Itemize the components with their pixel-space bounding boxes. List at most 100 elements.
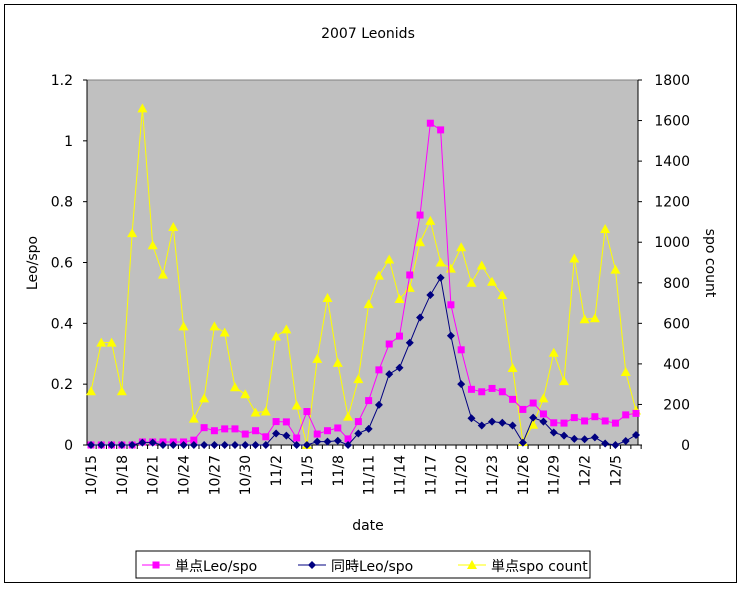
y-right-tick-label: 1000: [654, 235, 690, 251]
x-tick-label: 10/15: [84, 455, 100, 495]
data-point: [559, 376, 570, 386]
data-point: [137, 103, 148, 113]
x-tick-label: 11/26: [516, 455, 532, 495]
x-tick-label: 11/11: [362, 455, 378, 495]
data-point: [548, 347, 559, 357]
data-point: [457, 380, 466, 389]
data-point: [200, 441, 209, 449]
data-point: [364, 424, 373, 433]
data-point: [467, 385, 475, 393]
x-tick-label: 11/17: [423, 455, 439, 495]
data-point: [272, 429, 281, 438]
data-point: [539, 410, 547, 418]
data-point: [262, 433, 270, 441]
legend-label: 同時Leo/spo: [331, 559, 413, 575]
data-point: [395, 363, 404, 372]
chart-border: [4, 4, 737, 583]
data-point: [570, 434, 579, 443]
y-left-tick-label: 1.2: [51, 73, 73, 89]
data-point: [260, 406, 271, 416]
data-point: [437, 126, 445, 134]
data-point: [456, 242, 467, 252]
data-point: [96, 337, 107, 347]
y-right-tick-label: 400: [663, 357, 690, 373]
data-point: [363, 299, 374, 309]
data-point: [353, 374, 364, 384]
y-left-tick-label: 1: [64, 134, 73, 150]
data-point: [323, 437, 332, 446]
data-point: [221, 425, 229, 433]
data-point: [579, 314, 590, 324]
data-point: [476, 260, 487, 270]
data-point: [416, 313, 425, 322]
x-tick-label: 11/8: [331, 455, 347, 486]
legend-label: 単点spo count: [491, 559, 588, 575]
data-point: [209, 321, 220, 331]
y-right-tick-label: 0: [681, 438, 690, 454]
data-point: [569, 253, 580, 263]
data-point: [435, 257, 446, 267]
data-point: [385, 340, 393, 348]
y-right-tick-label: 800: [663, 276, 690, 292]
data-point: [632, 409, 640, 417]
data-point: [230, 441, 239, 449]
data-point: [591, 413, 599, 421]
data-point: [261, 441, 270, 449]
data-point: [158, 441, 167, 449]
data-point: [580, 435, 589, 444]
legend-marker: [467, 560, 477, 569]
data-point: [312, 353, 323, 363]
data-point: [313, 430, 321, 438]
data-point: [538, 393, 549, 403]
x-tick-label: 10/30: [238, 455, 254, 495]
data-point: [313, 437, 322, 446]
plot-area: [86, 79, 639, 446]
data-point: [477, 421, 486, 430]
data-point: [621, 437, 630, 446]
data-point: [529, 413, 538, 422]
x-tick-label: 10/24: [177, 455, 193, 495]
data-point: [560, 431, 569, 440]
data-point: [147, 240, 158, 250]
data-point: [354, 429, 363, 438]
data-point: [251, 441, 260, 449]
y-right-tick-label: 1800: [654, 73, 690, 89]
data-point: [291, 400, 302, 410]
data-point: [282, 431, 291, 440]
data-point: [447, 301, 455, 309]
y-right-tick-label: 1400: [654, 154, 690, 170]
data-point: [148, 438, 157, 447]
chart-title: 2007 Leonids: [321, 26, 415, 42]
data-point: [385, 370, 394, 379]
data-point: [169, 441, 178, 449]
data-point: [344, 441, 353, 449]
data-point: [395, 332, 403, 340]
data-point: [157, 269, 168, 279]
data-point: [190, 436, 198, 444]
data-point: [241, 441, 250, 449]
data-point: [302, 441, 311, 449]
x-tick-label: 11/2: [269, 455, 285, 486]
data-point: [374, 400, 383, 409]
x-tick-label: 12/5: [608, 455, 624, 486]
data-point: [405, 338, 414, 347]
y-axis-right-label: spo count: [702, 229, 718, 298]
data-point: [416, 211, 424, 219]
series-line: [90, 108, 637, 446]
x-tick-label: 11/23: [485, 455, 501, 495]
y-right-tick-label: 1600: [654, 114, 690, 130]
data-point: [601, 439, 610, 448]
data-point: [106, 337, 117, 347]
data-point: [528, 419, 539, 429]
data-point: [498, 388, 506, 396]
data-point: [497, 289, 508, 299]
data-point: [252, 427, 260, 435]
data-point: [589, 313, 600, 323]
data-point: [178, 321, 189, 331]
data-point: [446, 331, 455, 340]
data-point: [240, 389, 251, 399]
x-tick-label: 11/5: [300, 455, 316, 486]
data-point: [303, 408, 311, 416]
data-point: [600, 224, 611, 234]
